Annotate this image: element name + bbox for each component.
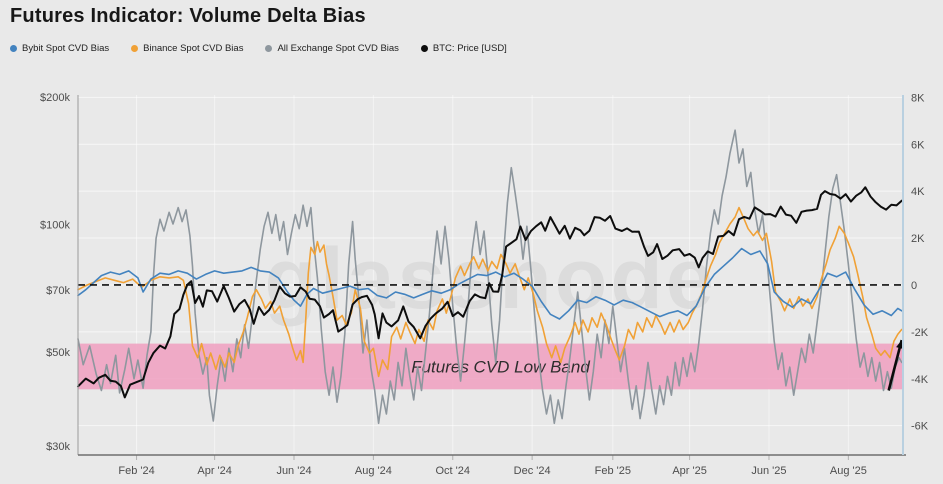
bybit-spot-cvd-bias-series-line [77, 247, 903, 320]
right-axis-tick-label: 0 [911, 280, 917, 292]
legend-label-btc-price: BTC: Price [USD] [432, 43, 507, 54]
legend-label-binance: Binance Spot CVD Bias [143, 43, 244, 54]
left-axis-tick-label: $50k [46, 347, 70, 359]
page-title: Futures Indicator: Volume Delta Bias [10, 5, 366, 27]
legend-label-bybit: Bybit Spot CVD Bias [22, 43, 110, 54]
btc-price-usd-series-line [77, 186, 903, 399]
right-axis-tick-label: -6K [911, 421, 929, 433]
legend-item-bybit[interactable]: Bybit Spot CVD Bias [10, 43, 109, 54]
legend-item-binance[interactable]: Binance Spot CVD Bias [131, 43, 243, 54]
annotation-arrow [887, 339, 903, 391]
x-axis-tick-label: Oct '24 [436, 465, 471, 477]
legend-item-all-exchange[interactable]: All Exchange Spot CVD Bias [265, 43, 399, 54]
legend-swatch-binance-icon [131, 45, 139, 52]
all-exchange-spot-cvd-bias-series-line [77, 129, 903, 425]
annotation-arrowhead-icon [896, 340, 904, 349]
x-axis-tick-label: Feb '25 [595, 465, 631, 477]
right-axis-tick-label: 8K [911, 92, 925, 104]
legend-swatch-bybit-icon [10, 45, 17, 52]
band-label: Futures CVD Low Band [411, 357, 590, 376]
left-axis-tick-label: $70k [46, 285, 70, 297]
x-axis-tick-label: Jun '24 [276, 465, 311, 477]
left-axis-tick-label: $100k [40, 219, 70, 231]
legend: Bybit Spot CVD Bias Binance Spot CVD Bia… [10, 43, 507, 54]
right-axis-tick-label: -2K [911, 327, 929, 339]
left-axis-tick-label: $200k [40, 92, 70, 104]
legend-label-all-exchange: All Exchange Spot CVD Bias [277, 43, 399, 54]
x-axis-tick-label: Aug '25 [830, 465, 867, 477]
left-axis-tick-label: $30k [46, 441, 70, 453]
binance-spot-cvd-bias-series-line [77, 206, 903, 378]
x-axis-tick-label: Dec '24 [514, 465, 551, 477]
right-axis-tick-label: 6K [911, 139, 925, 151]
right-axis-tick-label: 2K [911, 233, 925, 245]
right-axis-tick-label: -4K [911, 374, 929, 386]
legend-item-btc-price[interactable]: BTC: Price [USD] [420, 43, 507, 54]
legend-swatch-all-exchange-icon [265, 45, 273, 52]
legend-swatch-btc-price-icon [420, 45, 428, 52]
x-axis-tick-label: Apr '25 [672, 465, 707, 477]
x-axis-tick-label: Aug '24 [355, 465, 392, 477]
right-axis-tick-label: 4K [911, 186, 925, 198]
x-axis-tick-label: Feb '24 [118, 465, 154, 477]
x-axis-tick-label: Jun '25 [751, 465, 786, 477]
x-axis-tick-label: Apr '24 [197, 465, 232, 477]
